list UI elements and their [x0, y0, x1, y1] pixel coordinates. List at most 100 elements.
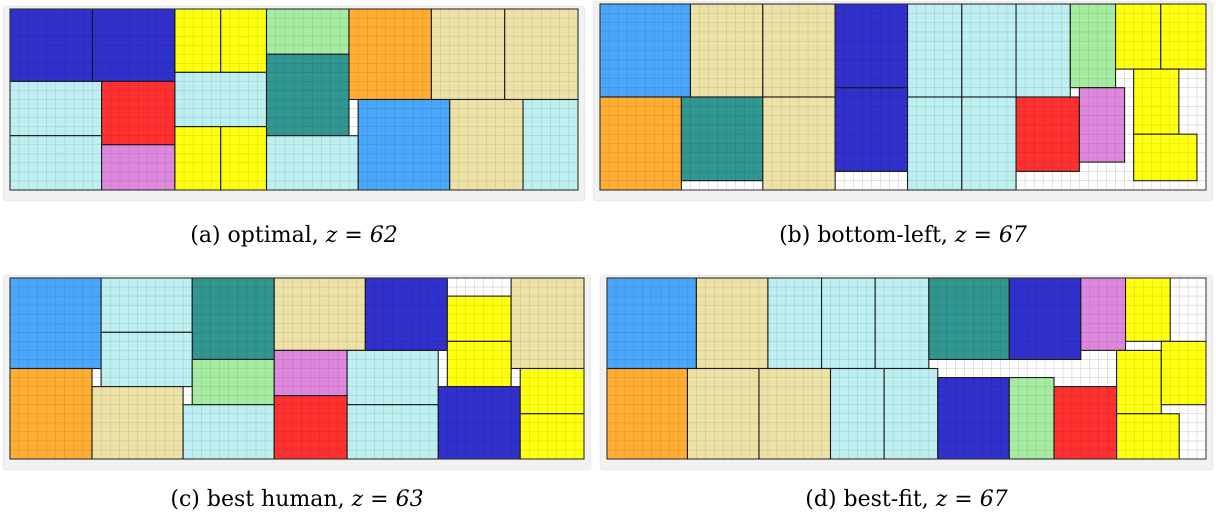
rect-cell-grid: [937, 377, 1010, 459]
rect-cell-grid: [266, 9, 349, 55]
packed-rect-cyan: [347, 404, 439, 459]
packed-rect-navy: [835, 87, 908, 172]
packed-rect-cyan: [821, 278, 876, 369]
packed-rect-navy: [92, 9, 175, 82]
packed-rect-yellow: [447, 341, 512, 387]
rect-cell-grid: [835, 87, 908, 172]
rect-cell-grid: [1009, 278, 1081, 360]
packed-rect-cyan: [523, 99, 578, 190]
packed-rect-blue: [10, 278, 102, 369]
rect-cell-grid: [92, 9, 175, 82]
rect-cell-grid: [10, 9, 93, 82]
rect-cell-grid: [348, 9, 432, 100]
packing-strip-bottom-left: [594, 2, 1212, 200]
rect-cell-grid: [1133, 69, 1179, 135]
packed-rect-cyan: [884, 368, 938, 459]
caption-optimal: (a) optimal, z = 62: [4, 223, 584, 248]
rect-cell-grid: [274, 395, 348, 459]
rect-cell-grid: [101, 332, 193, 387]
rect-cell-grid: [928, 278, 1010, 360]
rect-cell-grid: [266, 135, 359, 190]
packed-rect-yellow: [174, 126, 221, 190]
packed-rect-blue: [600, 4, 691, 97]
packed-rect-yellow: [447, 296, 512, 342]
packed-rect-cyan: [767, 278, 822, 369]
rect-cell-grid: [192, 359, 275, 405]
rect-cell-grid: [347, 350, 439, 405]
rect-cell-grid: [687, 368, 759, 459]
packing-diagram-bottom-left: [599, 3, 1207, 191]
rect-cell-grid: [1125, 278, 1171, 342]
rect-cell-grid: [758, 368, 831, 459]
rect-cell-grid: [10, 368, 92, 459]
packed-rect-navy: [10, 9, 93, 82]
packed-rect-cyan: [875, 278, 929, 369]
rect-cell-grid: [907, 4, 962, 97]
packed-rect-cyan: [10, 135, 102, 190]
packed-rect-tan: [758, 368, 831, 459]
rect-cell-grid: [347, 404, 439, 459]
rect-cell-grid: [1161, 341, 1206, 405]
packed-rect-yellow: [520, 368, 584, 414]
rect-cell-grid: [365, 278, 448, 351]
rect-cell-grid: [174, 126, 221, 190]
packed-rect-cyan: [1016, 4, 1071, 97]
packed-rect-teal: [928, 278, 1010, 360]
packing-diagram-best-human: [9, 277, 585, 460]
packing-strip-best-fit: [601, 276, 1212, 469]
packed-rect-red: [1016, 97, 1080, 172]
rect-cell-grid: [511, 278, 584, 369]
caption-bottom-left: (b) bottom-left, z = 67: [594, 223, 1212, 248]
rect-cell-grid: [835, 4, 908, 88]
packed-rect-tan: [504, 9, 578, 100]
packed-rect-pink: [1080, 278, 1126, 351]
rect-cell-grid: [523, 99, 578, 190]
rect-cell-grid: [681, 97, 763, 181]
rect-cell-grid: [1115, 4, 1161, 70]
packed-rect-tan: [92, 386, 184, 459]
packed-rect-cyan: [183, 404, 275, 459]
packed-rect-tan: [511, 278, 584, 369]
caption-label: (b) bottom-left,: [779, 223, 955, 248]
packed-rect-yellow: [220, 9, 267, 73]
packed-rect-cyan: [907, 97, 962, 190]
packed-rect-navy: [365, 278, 448, 351]
rect-outline: [1078, 87, 1126, 163]
caption-z-value: z = 67: [954, 223, 1027, 248]
caption-z-value: z = 63: [351, 487, 424, 512]
packed-rect-teal: [192, 278, 275, 360]
rect-cell-grid: [504, 9, 578, 100]
packed-rect-teal: [681, 97, 763, 181]
rect-cell-grid: [447, 296, 512, 342]
caption-best-human: (c) best human, z = 63: [4, 487, 590, 512]
packed-rect-yellow: [1133, 69, 1179, 135]
rect-cell-grid: [520, 413, 584, 459]
packed-rect-pink: [274, 350, 348, 396]
packed-rect-navy: [1009, 278, 1081, 360]
packed-rect-cyan: [907, 4, 962, 97]
rect-cell-grid: [696, 278, 768, 369]
packed-rect-teal: [266, 54, 349, 136]
packed-rect-green: [192, 359, 275, 405]
caption-best-fit: (d) best-fit, z = 67: [601, 487, 1212, 512]
rect-cell-grid: [438, 386, 521, 459]
caption-label: (d) best-fit,: [805, 487, 936, 512]
rect-cell-grid: [607, 278, 697, 369]
rect-cell-grid: [767, 278, 822, 369]
packed-rect-cyan: [347, 350, 439, 405]
rect-cell-grid: [431, 9, 505, 100]
packed-rect-red: [101, 81, 175, 145]
rect-cell-grid: [607, 368, 688, 459]
rect-cell-grid: [961, 97, 1017, 190]
rect-cell-grid: [174, 9, 221, 73]
strip-outline: [9, 277, 585, 460]
packed-rect-green: [1009, 377, 1055, 459]
rect-outline: [1133, 133, 1198, 182]
rect-cell-grid: [1016, 97, 1080, 172]
rect-cell-grid: [875, 278, 929, 369]
packed-rect-yellow: [1161, 341, 1206, 405]
rect-cell-grid: [101, 144, 175, 190]
caption-z-value: z = 62: [325, 223, 398, 248]
packed-rect-yellow: [1115, 4, 1161, 70]
rect-cell-grid: [821, 278, 876, 369]
